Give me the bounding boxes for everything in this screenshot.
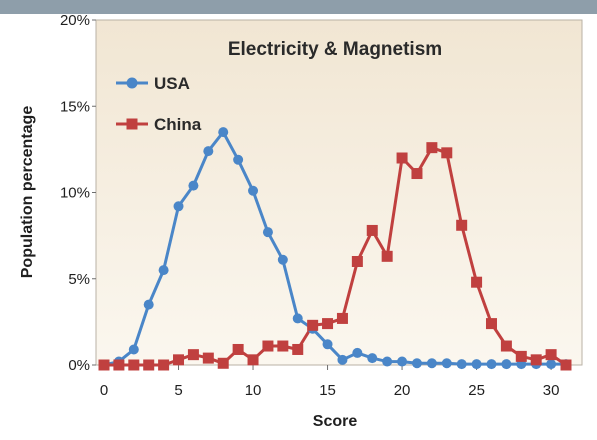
- data-point-usa: [471, 359, 482, 370]
- data-point-china: [545, 349, 557, 361]
- data-point-usa: [367, 353, 378, 364]
- data-point-china: [187, 349, 199, 361]
- data-point-china: [366, 224, 378, 236]
- data-point-usa: [486, 359, 497, 370]
- data-point-china: [232, 343, 244, 355]
- data-point-china: [351, 256, 363, 267]
- data-point-china: [98, 359, 110, 371]
- data-point-china: [381, 250, 393, 262]
- plot-area: [95, 19, 583, 366]
- data-point-china: [471, 276, 483, 288]
- x-axis-title: Score: [313, 413, 358, 430]
- data-point-china: [202, 352, 214, 364]
- data-point-china: [336, 312, 348, 324]
- data-point-usa: [501, 359, 512, 370]
- legend-label-usa: USA: [154, 74, 190, 93]
- data-point-usa: [382, 356, 393, 367]
- data-point-usa: [426, 358, 437, 369]
- data-point-usa: [411, 358, 422, 369]
- data-point-china: [113, 359, 125, 371]
- data-point-china: [173, 354, 185, 366]
- data-point-china: [217, 357, 229, 369]
- y-tick-label: 20%: [60, 12, 90, 29]
- data-point-usa: [173, 201, 184, 212]
- x-tick-label: 15: [319, 382, 336, 399]
- y-tick-label: 0%: [68, 357, 90, 374]
- series-layer: [98, 127, 572, 371]
- legend-label-china: China: [154, 115, 202, 134]
- data-point-usa: [456, 359, 467, 370]
- data-point-usa: [277, 254, 288, 265]
- data-point-china: [158, 359, 170, 371]
- x-tick-label: 0: [100, 382, 108, 399]
- data-point-usa: [158, 265, 169, 276]
- data-point-china: [292, 343, 304, 355]
- data-point-usa: [441, 358, 452, 369]
- y-tick-label: 5%: [68, 271, 90, 288]
- data-point-usa: [262, 227, 273, 238]
- data-point-china: [530, 354, 542, 366]
- legend-item-china: China: [116, 115, 202, 134]
- chart-title: Electricity & Magnetism: [228, 39, 442, 60]
- data-point-china: [426, 142, 438, 154]
- data-point-usa: [203, 146, 214, 157]
- y-tick-label: 15%: [60, 98, 90, 115]
- legend-usa-marker: [126, 77, 138, 89]
- data-point-china: [322, 318, 334, 330]
- y-axis-ticks: 0% 5% 10% 15% 20%: [60, 12, 96, 374]
- data-point-china: [441, 147, 453, 159]
- x-tick-label: 5: [174, 382, 182, 399]
- legend-china-marker: [126, 118, 138, 130]
- data-point-china: [456, 219, 468, 231]
- data-point-china: [262, 340, 274, 352]
- data-point-china: [560, 359, 572, 371]
- x-tick-label: 25: [468, 382, 485, 399]
- data-point-usa: [188, 180, 199, 191]
- legend: USA China: [116, 74, 202, 134]
- y-tick-label: 10%: [60, 185, 90, 202]
- data-point-china: [143, 359, 155, 371]
- data-point-china: [307, 319, 319, 331]
- data-point-china: [247, 354, 259, 366]
- data-point-usa: [352, 347, 363, 358]
- data-point-usa: [143, 299, 154, 310]
- data-point-china: [500, 340, 512, 352]
- legend-item-usa: USA: [116, 74, 190, 93]
- header-band: [0, 0, 597, 14]
- x-tick-label: 20: [394, 382, 411, 399]
- data-point-china: [128, 359, 140, 371]
- y-axis-title: Population percentage: [19, 106, 36, 279]
- data-point-china: [411, 168, 423, 180]
- data-point-usa: [218, 127, 229, 138]
- data-point-china: [277, 340, 289, 352]
- data-point-usa: [337, 354, 348, 365]
- data-point-usa: [546, 359, 557, 370]
- data-point-usa: [128, 344, 139, 355]
- data-point-usa: [248, 185, 259, 196]
- data-point-usa: [292, 313, 303, 324]
- data-point-china: [515, 350, 527, 362]
- data-point-usa: [233, 154, 244, 165]
- data-point-china: [485, 318, 497, 330]
- x-tick-label: 10: [245, 382, 262, 399]
- data-point-usa: [322, 339, 333, 350]
- x-tick-label: 30: [543, 382, 560, 399]
- data-point-usa: [397, 356, 408, 367]
- data-point-china: [396, 152, 408, 164]
